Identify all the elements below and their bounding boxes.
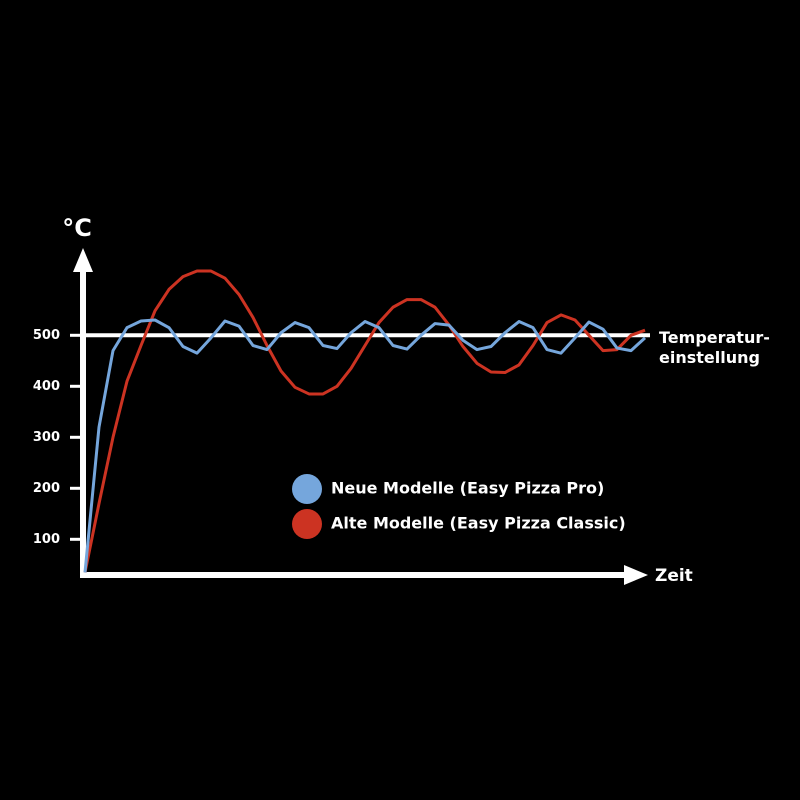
- y-tick-label: 300: [33, 430, 60, 445]
- series-line: [83, 318, 647, 573]
- y-axis-label: °C: [62, 214, 92, 242]
- y-tick-label: 500: [33, 328, 60, 343]
- x-axis-arrow: [624, 565, 648, 585]
- reference-label: Temperatur-: [659, 328, 770, 347]
- legend-label: Alte Modelle (Easy Pizza Classic): [331, 514, 626, 533]
- y-axis-arrow: [73, 248, 93, 272]
- series-line: [83, 269, 646, 573]
- legend-marker: [292, 509, 322, 539]
- legend-marker: [292, 474, 322, 504]
- legend-label: Neue Modelle (Easy Pizza Pro): [331, 479, 604, 498]
- y-tick-label: 400: [33, 379, 60, 394]
- y-tick-label: 100: [33, 532, 60, 547]
- y-tick-label: 200: [33, 481, 60, 496]
- reference-label: einstellung: [659, 348, 760, 367]
- x-axis-label: Zeit: [655, 566, 693, 586]
